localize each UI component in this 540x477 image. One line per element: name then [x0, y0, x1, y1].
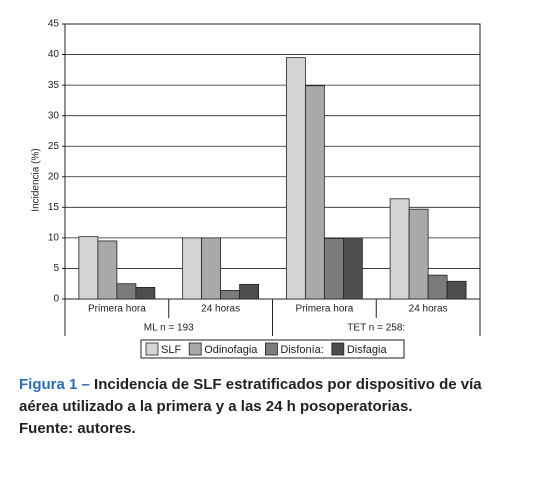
x-tick-label: Primera hora [295, 304, 353, 315]
legend-swatch [145, 342, 159, 356]
group-label: ML n = 193 [144, 323, 194, 334]
bar [78, 236, 99, 300]
bar [446, 280, 467, 300]
y-tick-label: 35 [48, 80, 60, 91]
y-tick-label: 15 [48, 202, 60, 213]
chart: Incidencia (%) 0 5 10 15 20 25 30 35 40 45 Primera… [31, 19, 481, 359]
x-tick-label: 24 horas [201, 304, 240, 315]
y-tick-label: 0 [53, 294, 59, 305]
caption: Figura 1 – Incidencia de SLF estratifica… [19, 374, 519, 440]
bar [342, 237, 363, 300]
bar [116, 283, 137, 300]
legend-box [140, 339, 405, 359]
x-tick-label: 24 horas [409, 304, 448, 315]
y-tick-label: 25 [48, 141, 60, 152]
group-label: TET n = 258: [347, 323, 405, 334]
legend-label: Odinofagia [204, 344, 258, 356]
caption-label: Figura 1 – [19, 376, 90, 393]
y-axis-label: Incidencia (%) [31, 148, 42, 211]
legend-label: Disfonía: [280, 344, 323, 356]
bar [135, 286, 156, 300]
bar [427, 274, 448, 300]
bar [182, 237, 203, 300]
y-tick-label: 10 [48, 233, 60, 244]
bar [389, 198, 410, 300]
x-tick-label: Primera hora [88, 304, 146, 315]
y-tick-label: 45 [48, 19, 60, 30]
legend-swatch [265, 342, 278, 356]
bar [97, 240, 118, 300]
bar [201, 237, 222, 300]
legend-label: Disfagia [347, 344, 388, 356]
y-tick-label: 20 [48, 171, 60, 182]
caption-text: Incidencia de SLF estratificados por dis… [19, 376, 482, 415]
bar [304, 85, 325, 300]
y-tick-label: 30 [48, 110, 60, 121]
legend-swatch [331, 342, 345, 356]
bar [285, 57, 306, 300]
bar [408, 208, 429, 300]
bar [220, 290, 241, 300]
legend-label: SLF [161, 344, 181, 356]
y-tick-label: 40 [48, 49, 60, 60]
legend-swatch [188, 342, 202, 356]
caption-source: Fuente: autores. [19, 420, 136, 437]
bar [323, 238, 344, 300]
y-tick-label: 5 [53, 263, 59, 274]
bar [239, 283, 260, 300]
